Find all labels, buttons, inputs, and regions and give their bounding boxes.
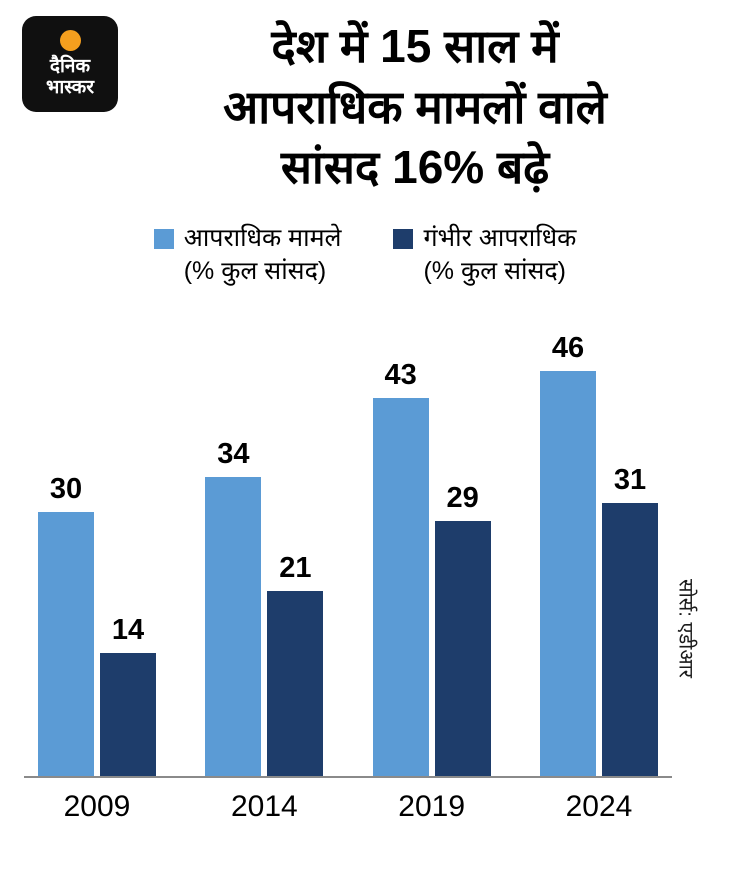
dainik-bhaskar-logo: दैनिक भास्कर bbox=[22, 16, 118, 112]
x-axis-label-2019: 2019 bbox=[398, 790, 466, 824]
bar-value-label: 34 bbox=[217, 438, 250, 471]
title-line-3: सांसद 16% बढ़े bbox=[280, 141, 550, 194]
logo-sun-icon bbox=[59, 29, 81, 51]
chart-legend: आपराधिक मामले (% कुल सांसद) गंभीर आपराधिक(… bbox=[0, 222, 730, 287]
bar-value-label: 46 bbox=[551, 332, 585, 365]
legend-swatch-icon bbox=[393, 229, 414, 250]
logo-text-line2: भास्कर bbox=[45, 77, 95, 98]
bar-criminal-cases bbox=[539, 371, 596, 777]
bar-value-label: 29 bbox=[446, 482, 479, 515]
bar-group-2014: 34 21 bbox=[205, 438, 324, 777]
title-line-2: आपराधिक मामलों वाले bbox=[223, 80, 607, 133]
bar-serious-criminal-cases bbox=[434, 521, 491, 777]
x-axis-labels: 2009 2014 2019 2024 bbox=[24, 790, 672, 824]
bar-serious-criminal-cases bbox=[100, 653, 156, 777]
bar-criminal-cases bbox=[205, 477, 262, 777]
x-axis-label-2024: 2024 bbox=[565, 790, 633, 824]
bar-group-2024: 46 31 bbox=[539, 332, 658, 777]
bar-group-2019: 43 29 bbox=[372, 359, 491, 777]
bar-column: 43 bbox=[372, 359, 429, 777]
bar-serious-criminal-cases bbox=[267, 591, 324, 777]
legend-item-0: आपराधिक मामले (% कुल सांसद) bbox=[153, 222, 342, 287]
x-axis-label-2014: 2014 bbox=[230, 790, 298, 824]
bar-value-label: 21 bbox=[279, 552, 312, 585]
bar-column: 30 bbox=[38, 473, 94, 777]
bar-value-label: 31 bbox=[613, 464, 647, 497]
bar-column: 31 bbox=[601, 464, 658, 777]
legend-label: गंभीर आपराधिक (% कुल सांसद) bbox=[423, 224, 577, 285]
header: दैनिक भास्कर देश में 15 साल में आपराधिक … bbox=[0, 0, 730, 198]
bar-column: 14 bbox=[100, 614, 156, 777]
bar-group-2009: 30 14 bbox=[38, 473, 156, 777]
legend-swatch-icon bbox=[153, 229, 174, 250]
source-credit: सोर्स: एडीआर bbox=[674, 579, 697, 678]
bar-value-label: 30 bbox=[49, 473, 83, 506]
bar-value-label: 14 bbox=[111, 614, 145, 647]
bar-column: 46 bbox=[539, 332, 596, 777]
x-axis-label-2009: 2009 bbox=[63, 790, 131, 824]
legend-label: आपराधिक मामले (% कुल सांसद) bbox=[183, 224, 342, 285]
bar-criminal-cases bbox=[38, 512, 94, 777]
page-title: देश में 15 साल में आपराधिक मामलों वाले स… bbox=[118, 16, 712, 198]
bar-chart: 30 14 34 21 43 29 46 31 2009 2014 2019 2024 bbox=[24, 321, 672, 824]
bar-value-label: 43 bbox=[384, 359, 417, 392]
title-line-1: देश में 15 साल में bbox=[271, 20, 559, 72]
bar-serious-criminal-cases bbox=[601, 503, 658, 777]
bar-column: 21 bbox=[267, 552, 324, 777]
bar-criminal-cases bbox=[372, 398, 429, 777]
bar-column: 34 bbox=[205, 438, 262, 777]
legend-item-1: गंभीर आपराधिक (% कुल सांसद) bbox=[393, 222, 576, 287]
bar-column: 29 bbox=[434, 482, 491, 777]
logo-text-line1: दैनिक bbox=[49, 55, 91, 77]
bar-groups: 30 14 34 21 43 29 46 31 bbox=[24, 321, 672, 779]
